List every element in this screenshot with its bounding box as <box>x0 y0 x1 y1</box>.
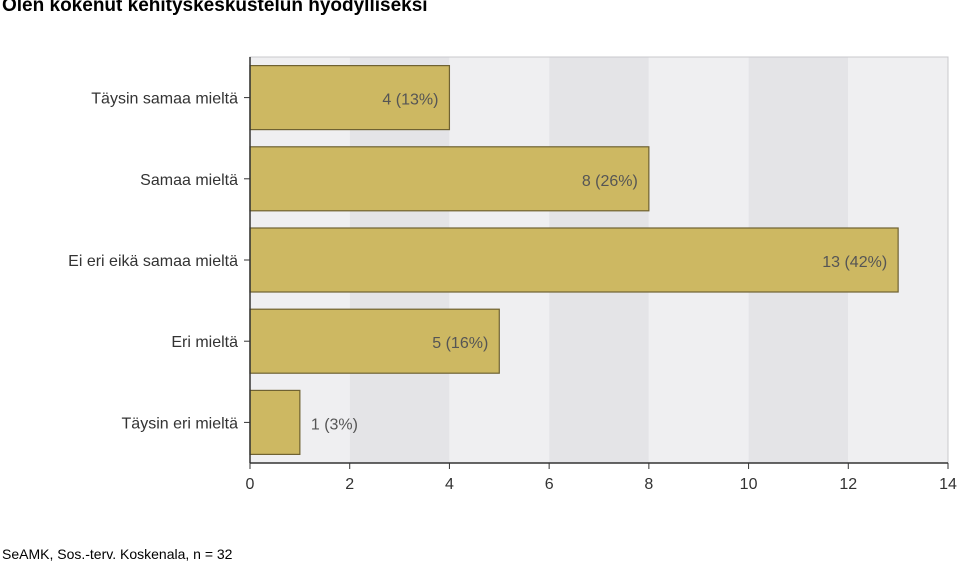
category-label: Täysin samaa mieltä <box>91 91 238 108</box>
category-label: Samaa mieltä <box>140 172 238 189</box>
x-tick-label: 14 <box>939 476 957 493</box>
bar <box>249 64 451 131</box>
x-tick-label: 4 <box>445 476 454 493</box>
bar <box>249 308 500 374</box>
chart-title: Olen kokenut kehityskeskustelun hyödylli… <box>2 0 428 16</box>
category-label: Eri mieltä <box>171 334 238 351</box>
category-label: Ei eri eikä samaa mieltä <box>68 253 238 270</box>
bar <box>249 146 650 212</box>
x-tick-label: 6 <box>545 476 554 493</box>
category-label: Täysin eri mieltä <box>122 415 239 432</box>
x-tick-label: 12 <box>839 476 857 493</box>
data-label: 1 (3%) <box>311 416 358 433</box>
data-label: 4 (13%) <box>382 92 438 109</box>
chart-footer: SeAMK, Sos.-terv. Koskenala, n = 32 <box>2 546 233 562</box>
x-tick-label: 8 <box>644 476 653 493</box>
data-label: 8 (26%) <box>582 173 638 190</box>
bar <box>249 227 899 293</box>
bar <box>249 389 301 455</box>
x-tick-label: 10 <box>740 476 758 493</box>
data-label: 13 (42%) <box>822 254 887 271</box>
x-tick-label: 0 <box>246 476 255 493</box>
x-tick-label: 2 <box>345 476 354 493</box>
data-label: 5 (16%) <box>432 335 488 352</box>
